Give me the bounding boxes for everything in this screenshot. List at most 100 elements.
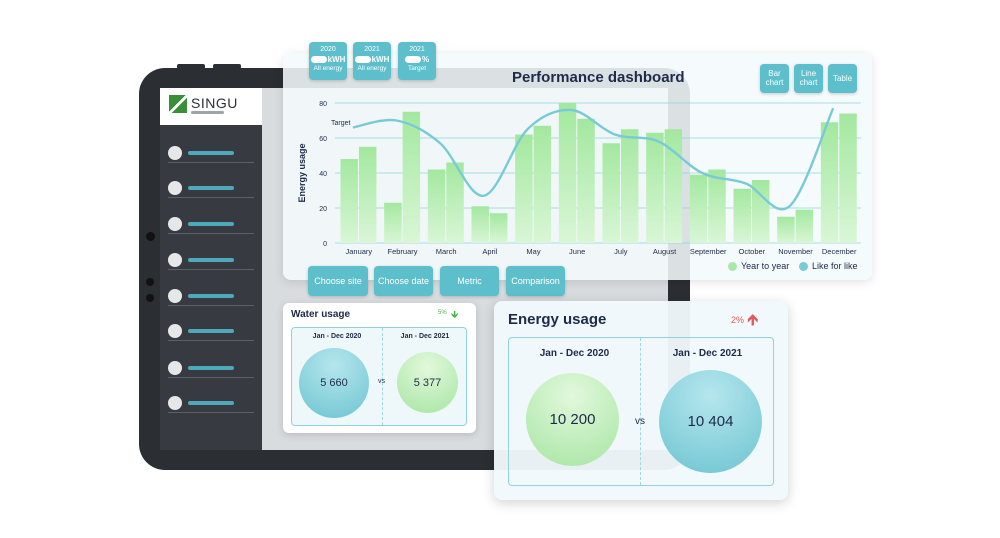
water-period-2020: Jan - Dec 2020: [312, 333, 362, 340]
dot-icon: [168, 396, 182, 410]
metric-button[interactable]: Metric: [440, 266, 499, 296]
sidebar-item-label-placeholder: [188, 401, 234, 405]
bar: [777, 216, 795, 243]
arrow-up-icon: 🡹: [747, 312, 759, 329]
toggle-unit: kWH: [371, 55, 390, 64]
toggle-year: 2020: [320, 46, 336, 53]
camera-icon: [146, 232, 155, 241]
toggle-label: All energy: [313, 65, 343, 72]
dot-icon: [168, 324, 182, 338]
sidebar-item[interactable]: [168, 178, 254, 198]
sensor-icon: [146, 278, 154, 286]
legend-year-to-year: Year to year: [728, 261, 789, 271]
energy-period-2020: Jan - Dec 2020: [539, 348, 610, 359]
y-tick-label: 0: [323, 241, 327, 248]
toggle-label: All energy: [357, 65, 387, 72]
energy-usage-chart: 0 20 40 60 80 January February March April May Jun…: [297, 101, 861, 256]
sidebar-item[interactable]: [168, 286, 254, 306]
bar: [358, 146, 377, 243]
logo-area: SINGU: [160, 88, 262, 125]
bar: [795, 209, 814, 243]
bar: [751, 180, 770, 243]
bar: [602, 143, 620, 243]
target-label: Target: [331, 120, 351, 127]
bar: [558, 103, 577, 243]
water-change-percent: 5%: [438, 310, 447, 316]
y-tick-label: 20: [319, 206, 327, 213]
toggle-unit: kWH: [327, 55, 346, 64]
dot-icon: [168, 217, 182, 231]
x-tick-label: January: [345, 247, 372, 256]
legend-label: Year to year: [741, 261, 790, 271]
brand-name: SINGU: [191, 95, 238, 111]
sidebar-item[interactable]: [168, 358, 254, 378]
x-tick-label: October: [738, 247, 765, 256]
sidebar-item[interactable]: [168, 143, 254, 163]
sidebar-item[interactable]: [168, 321, 254, 341]
legend-label: Like for like: [812, 261, 858, 271]
bar: [708, 169, 726, 243]
bar: [427, 169, 446, 243]
bar: [820, 122, 839, 243]
y-axis-label: Energy usage: [297, 143, 307, 202]
line-chart-label-1: Line: [800, 69, 817, 78]
divider: [640, 338, 641, 485]
water-period-2021: Jan - Dec 2021: [400, 333, 450, 340]
x-tick-label: March: [436, 247, 457, 256]
sidebar-item-label-placeholder: [188, 258, 234, 262]
performance-title: Performance dashboard: [512, 69, 685, 86]
bar-chart-label-2: chart: [765, 78, 784, 87]
brand-tagline-placeholder: [191, 111, 224, 114]
choose-site-button[interactable]: Choose site: [308, 266, 368, 296]
x-tick-label: July: [614, 247, 628, 256]
water-bubble-2020: 5 660: [299, 348, 369, 418]
bar: [733, 188, 751, 243]
toggle-2020-all-energy[interactable]: 2020 kWH All energy: [309, 42, 347, 80]
choose-date-button[interactable]: Choose date: [374, 266, 433, 296]
sidebar-item-label-placeholder: [188, 222, 234, 226]
toggle-2021-target[interactable]: 2021 % Target: [398, 42, 436, 80]
bar: [515, 134, 533, 243]
table-label: Table: [832, 74, 853, 83]
x-tick-label: February: [387, 247, 417, 256]
bar-chart-label-1: Bar: [768, 69, 781, 78]
bar-chart-button[interactable]: Bar chart: [760, 64, 789, 93]
energy-vs-label: vs: [635, 416, 645, 427]
sidebar-item[interactable]: [168, 393, 254, 413]
sidebar-item-label-placeholder: [188, 186, 234, 190]
y-tick-label: 60: [319, 136, 327, 143]
tablet-button: [213, 64, 241, 69]
water-bubble-2021: 5 377: [397, 352, 458, 413]
table-button[interactable]: Table: [828, 64, 857, 93]
energy-usage-title: Energy usage: [508, 311, 607, 328]
bar: [646, 132, 664, 243]
legend-swatch-blue-icon: [799, 261, 808, 271]
comparison-button[interactable]: Comparison: [506, 266, 565, 296]
toggle-year: 2021: [364, 46, 380, 53]
line-chart-label-2: chart: [799, 78, 818, 87]
energy-bubble-2020: 10 200: [526, 373, 619, 466]
line-chart-button[interactable]: Line chart: [794, 64, 823, 93]
sidebar-item-label-placeholder: [188, 294, 234, 298]
sidebar-item[interactable]: [168, 214, 254, 234]
dot-icon: [168, 253, 182, 267]
dot-icon: [168, 181, 182, 195]
toggle-2021-all-energy[interactable]: 2021 kWH All energy: [353, 42, 391, 80]
bar: [577, 118, 595, 243]
sidebar-item-label-placeholder: [188, 366, 234, 370]
toggle-switch-icon: [310, 56, 327, 63]
bar: [664, 129, 683, 243]
x-tick-label: May: [526, 247, 540, 256]
bar: [384, 202, 402, 243]
x-tick-label: September: [690, 247, 727, 256]
dot-icon: [168, 289, 182, 303]
water-usage-title: Water usage: [291, 309, 351, 320]
x-tick-label: April: [482, 247, 497, 256]
sensor-icon: [146, 294, 154, 302]
dot-icon: [168, 361, 182, 375]
sidebar-item[interactable]: [168, 250, 254, 270]
bar: [471, 206, 489, 243]
y-tick-label: 80: [319, 101, 327, 108]
toggle-label: Target: [407, 65, 427, 72]
arrow-down-icon: 🡻: [451, 310, 459, 321]
